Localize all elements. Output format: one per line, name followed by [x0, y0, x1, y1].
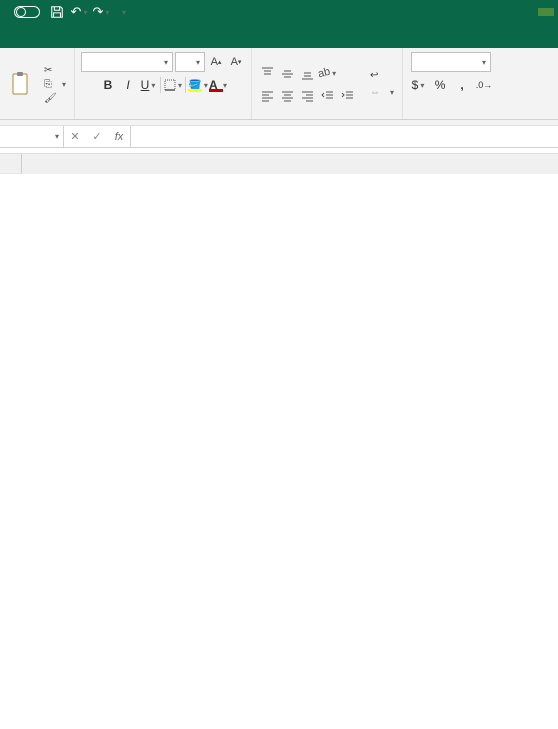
italic-button[interactable]: I [119, 76, 137, 94]
font-color-swatch [209, 89, 223, 92]
redo-icon[interactable]: ↷▾ [90, 2, 112, 22]
bold-button[interactable]: B [99, 76, 117, 94]
ribbon-tabs [0, 24, 558, 48]
clipboard-group-label [4, 118, 70, 119]
wrap-icon: ↩ [370, 70, 378, 81]
font-name-select[interactable]: ▾ [81, 52, 173, 72]
qat-more-icon[interactable]: ▾ [112, 2, 134, 22]
align-right-icon[interactable] [298, 86, 316, 104]
number-group-label [407, 118, 495, 119]
autosave-switch-icon [14, 6, 40, 18]
align-center-icon[interactable] [278, 86, 296, 104]
ribbon-body: ✂ ⎘▾ 🖌 ▾ ▾ A▴ A▾ B I U▾ ▾ [0, 48, 558, 120]
group-number: ▾ $▾ % , .0→ [403, 48, 499, 119]
increase-indent-icon[interactable] [338, 86, 356, 104]
align-middle-icon[interactable] [278, 64, 296, 82]
contextual-tab-label [538, 8, 554, 16]
percent-format-button[interactable]: % [431, 76, 449, 94]
group-clipboard: ✂ ⎘▾ 🖌 [0, 48, 75, 119]
fill-color-swatch [188, 89, 202, 92]
undo-icon[interactable]: ↶▾ [68, 2, 90, 22]
font-size-select[interactable]: ▾ [175, 52, 205, 72]
copy-button[interactable]: ⎘▾ [40, 78, 70, 91]
group-alignment: ab▾ ↩ ⇔▾ [252, 48, 403, 119]
formula-bar: ▾ ✕ ✓ fx [0, 126, 558, 148]
fx-icon[interactable]: fx [108, 131, 130, 143]
underline-button[interactable]: U▾ [139, 76, 157, 94]
autosave-toggle[interactable] [4, 6, 46, 18]
decrease-font-icon[interactable]: A▾ [227, 52, 245, 72]
format-painter-button[interactable]: 🖌 [40, 92, 70, 105]
alignment-group-label [256, 118, 398, 119]
copy-icon: ⎘ [44, 79, 52, 90]
merge-icon: ⇔ [370, 87, 380, 98]
formula-input[interactable] [131, 126, 558, 147]
borders-button[interactable]: ▾ [164, 76, 182, 94]
decrease-indent-icon[interactable] [318, 86, 336, 104]
number-format-select[interactable]: ▾ [411, 52, 491, 72]
increase-decimal-button[interactable]: .0→ [475, 76, 493, 94]
name-box[interactable]: ▾ [0, 126, 64, 147]
increase-font-icon[interactable]: A▴ [207, 52, 225, 72]
comma-format-button[interactable]: , [453, 76, 471, 94]
brush-icon: 🖌 [44, 93, 57, 104]
row-header-blank[interactable] [0, 154, 22, 174]
scissors-icon: ✂ [44, 65, 52, 76]
font-color-button[interactable]: A▾ [209, 76, 227, 94]
accounting-format-button[interactable]: $▾ [409, 76, 427, 94]
align-top-icon[interactable] [258, 64, 276, 82]
titlebar: ↶▾ ↷▾ ▾ [0, 0, 558, 24]
worksheet[interactable] [0, 154, 558, 174]
paste-button[interactable] [4, 58, 38, 110]
align-left-icon[interactable] [258, 86, 276, 104]
fill-color-button[interactable]: 🪣▾ [189, 76, 207, 94]
group-font: ▾ ▾ A▴ A▾ B I U▾ ▾ 🪣▾ A▾ [75, 48, 252, 119]
font-group-label [79, 118, 247, 119]
table-header [0, 154, 558, 174]
merge-center-button[interactable]: ⇔▾ [366, 85, 398, 100]
wrap-text-button[interactable]: ↩ [366, 68, 398, 83]
accept-formula-icon[interactable]: ✓ [86, 130, 108, 143]
cancel-formula-icon[interactable]: ✕ [64, 130, 86, 143]
save-icon[interactable] [46, 2, 68, 22]
align-bottom-icon[interactable] [298, 64, 316, 82]
cut-button[interactable]: ✂ [40, 64, 70, 77]
orientation-icon[interactable]: ab▾ [318, 64, 336, 82]
